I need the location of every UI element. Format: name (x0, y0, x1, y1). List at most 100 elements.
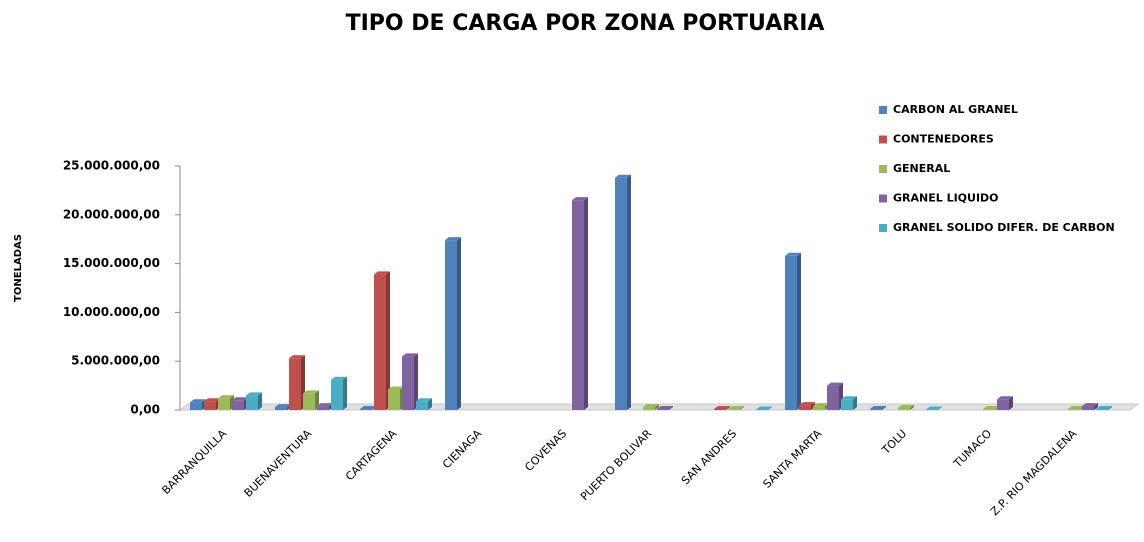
bar-top (204, 398, 220, 402)
bar-side (811, 402, 815, 410)
y-tick-label: 20.000.000,00 (63, 207, 160, 221)
x-tick-label: SAN ANDRES (679, 427, 739, 487)
bar-side (1009, 396, 1013, 410)
bar-top (275, 404, 291, 408)
bar (317, 406, 329, 410)
legend-label: CONTENEDORES (893, 133, 994, 146)
x-tick-label: TUMACO (950, 427, 994, 471)
bar (870, 409, 882, 410)
bar-top (926, 406, 942, 410)
bar-side (414, 353, 418, 410)
x-tick-label: BARRANQUILLA (159, 427, 229, 497)
x-tick-label: CIENAGA (440, 427, 485, 472)
bar-top (898, 405, 914, 409)
bar (997, 399, 1009, 410)
x-tick-label: PUERTO BOLIVAR (578, 427, 654, 503)
y-axis-label: TONELADAS (13, 234, 24, 302)
bar-side (726, 406, 730, 410)
bar-top (1082, 403, 1098, 407)
bar-top (643, 404, 659, 408)
y-tick-label: 15.000.000,00 (63, 256, 160, 270)
y-tick-label: 5.000.000,00 (71, 354, 160, 368)
bar (360, 409, 372, 410)
legend-label: GRANEL LIQUIDO (893, 192, 999, 205)
legend-label: GRANEL SOLIDO DIFER. DE CARBON (893, 221, 1115, 234)
legend-label: CARBON AL GRANEL (893, 103, 1018, 116)
bar (204, 401, 216, 410)
bar-top (756, 406, 772, 410)
bar-side (627, 174, 631, 410)
bar (785, 255, 797, 410)
bar-side (258, 392, 262, 410)
bar-top (813, 403, 829, 407)
bar (388, 389, 400, 410)
bar-top (416, 398, 432, 402)
bar (445, 240, 457, 410)
bar-top (983, 406, 999, 410)
bar-top (190, 399, 206, 403)
legend-swatch (879, 135, 887, 144)
legend-swatch (879, 165, 887, 173)
bar (728, 409, 740, 410)
bar-top (997, 396, 1013, 400)
bar-top (841, 396, 857, 400)
bar-top (827, 382, 843, 386)
x-tick-label: Z.P. RIO MAGDALENA (988, 427, 1080, 519)
legend-swatch (879, 194, 887, 203)
bar (275, 407, 287, 410)
bar (572, 200, 584, 410)
legend-label: GENERAL (893, 162, 950, 175)
y-tick-label: 25.000.000,00 (63, 159, 160, 173)
x-tick-label: SANTA MARTA (761, 427, 825, 491)
bar (813, 406, 825, 410)
bar (232, 400, 244, 410)
bar-side (584, 197, 588, 410)
bar-side (669, 406, 673, 410)
bar-top (572, 197, 588, 201)
bar-top (870, 406, 886, 410)
bar-top (1068, 406, 1084, 410)
bar-side (910, 405, 914, 410)
bar (303, 393, 315, 410)
legend-swatch (879, 106, 887, 114)
bar (643, 407, 655, 410)
bar (827, 385, 839, 410)
bar-top (232, 397, 248, 401)
bar-top (402, 353, 418, 357)
bar-top (289, 355, 305, 359)
bar-top (445, 237, 461, 241)
legend-swatch (879, 224, 887, 232)
bar (657, 409, 669, 410)
y-tick-label: 0,00 (130, 403, 160, 417)
bar-side (768, 406, 772, 410)
bar (1068, 409, 1080, 410)
bar (898, 408, 910, 410)
bar-side (740, 406, 744, 410)
bar-top (728, 406, 744, 410)
bar (1096, 409, 1108, 410)
bar-top (1096, 406, 1112, 410)
bar (799, 405, 811, 410)
bar (714, 409, 726, 410)
bar (190, 402, 202, 410)
bar-side (1108, 406, 1112, 410)
bar-top (615, 174, 631, 178)
bar (615, 177, 627, 410)
bar-side (655, 404, 659, 410)
bar-side (853, 396, 857, 410)
bar-side (882, 406, 886, 410)
bar-top (218, 395, 234, 399)
bar-top (657, 406, 673, 410)
bar-side (457, 237, 461, 410)
bar (289, 358, 301, 410)
bar (1082, 406, 1094, 410)
bar (983, 409, 995, 410)
bar-side (343, 376, 347, 410)
bar-side (386, 271, 390, 410)
x-tick-label: CARTAGENA (343, 427, 400, 484)
bar (218, 398, 230, 410)
bar-side (428, 398, 432, 410)
bar-side (938, 406, 942, 410)
y-tick-label: 10.000.000,00 (63, 305, 160, 319)
